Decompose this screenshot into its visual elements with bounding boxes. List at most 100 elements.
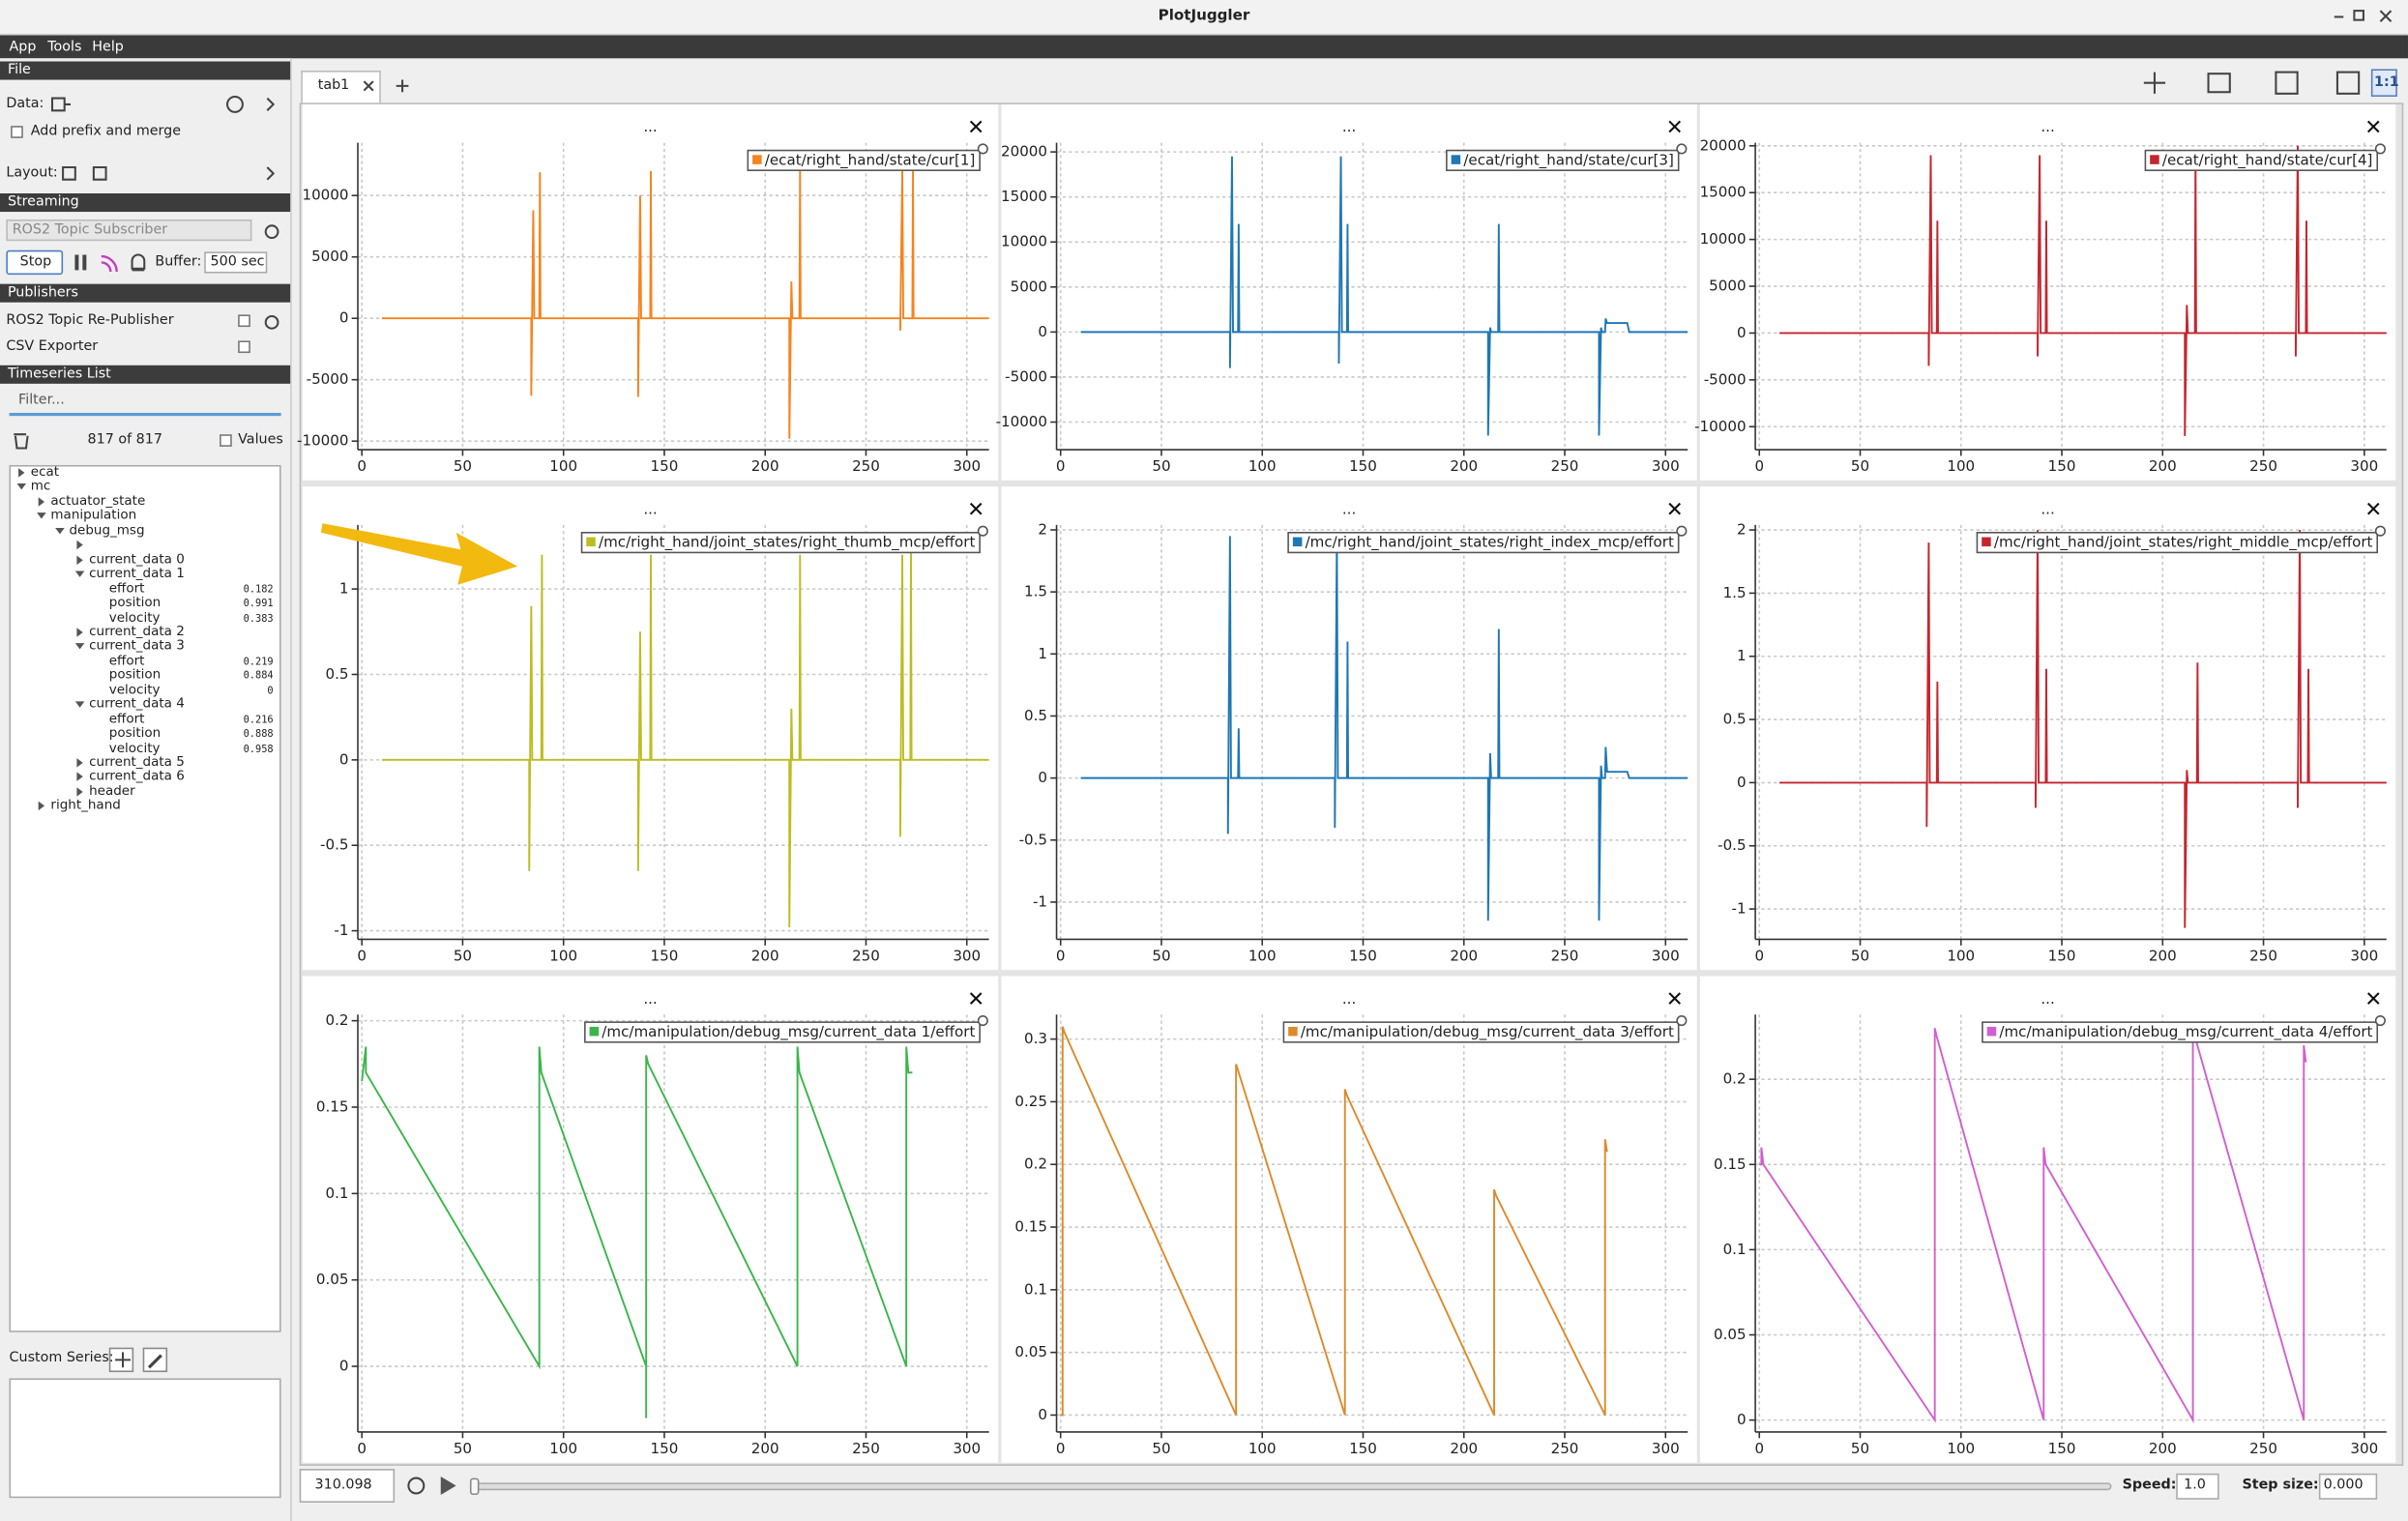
window-title: PlotJuggler [1158, 7, 1250, 25]
tree-item[interactable]: position [108, 667, 162, 684]
tree-item[interactable]: velocity [108, 682, 161, 698]
tree-expander[interactable] [16, 483, 26, 491]
stop-button[interactable] [6, 249, 64, 276]
label: Buffer: [155, 254, 202, 271]
publisher: CSV Exporter [6, 338, 99, 355]
button-label[interactable]: Stop [19, 254, 52, 271]
checkbox[interactable] [238, 340, 250, 354]
tree-value: 0.991 [243, 597, 274, 610]
tree-expander[interactable] [76, 787, 83, 797]
section-title: Timeseries List [7, 366, 111, 383]
checkbox[interactable] [11, 126, 23, 138]
plot-area [299, 102, 2404, 1466]
tree-item[interactable]: effort [108, 711, 145, 727]
tree-item[interactable]: current_data 3 [89, 638, 185, 655]
tree-item[interactable]: current_data 5 [89, 754, 185, 771]
filter-input[interactable]: Filter... [18, 393, 65, 409]
tree-item[interactable]: position [108, 595, 162, 611]
label: Speed: [2122, 1477, 2177, 1494]
checkbox[interactable] [238, 314, 250, 328]
slider-handle[interactable] [469, 1477, 480, 1496]
tree-expander[interactable] [76, 628, 83, 637]
tree-item[interactable]: mc [30, 479, 51, 495]
menu-item[interactable]: Tools [47, 40, 82, 56]
tree-expander[interactable] [76, 540, 83, 550]
tree-expander[interactable] [74, 643, 85, 651]
tree-item[interactable]: right_hand [50, 798, 121, 814]
filter-underline [9, 412, 281, 417]
tree-item[interactable]: current_data 1 [89, 566, 185, 582]
tree-item[interactable]: current_data 0 [89, 551, 185, 568]
menu-item[interactable]: Help [92, 40, 124, 56]
tree-item[interactable]: velocity [108, 609, 161, 626]
timeseries-tree[interactable] [9, 464, 281, 1332]
checkbox-label[interactable]: Add prefix and merge [30, 124, 182, 140]
legend-icon[interactable] [2207, 73, 2231, 94]
section-header [0, 61, 291, 80]
step-value[interactable]: 0.000 [2323, 1477, 2364, 1494]
tree-expander[interactable] [76, 758, 83, 768]
tree-item[interactable]: manipulation [50, 508, 137, 524]
label: Custom Series: [9, 1350, 114, 1366]
input-text[interactable]: 500 sec [210, 254, 265, 271]
label: Step size: [2242, 1477, 2319, 1494]
tree-value: 0.182 [243, 582, 274, 596]
time-slider[interactable] [474, 1482, 2112, 1491]
move-icon[interactable] [2143, 72, 2166, 94]
play-icon[interactable] [440, 1476, 456, 1496]
tree-item[interactable]: velocity [108, 740, 161, 756]
label: Data: [6, 96, 44, 112]
tree-item[interactable]: debug_msg [69, 522, 145, 539]
tree-item[interactable]: current_data 2 [89, 624, 185, 640]
checkbox-label[interactable]: Values [238, 432, 283, 449]
tree-expander[interactable] [74, 570, 85, 578]
tree-item[interactable]: header [89, 783, 135, 800]
tree-expander[interactable] [76, 555, 83, 565]
tree-expander[interactable] [74, 701, 85, 709]
section-title: Streaming [7, 194, 79, 211]
toolbar-button-label[interactable]: 1:1 [2374, 74, 2399, 91]
tree-item[interactable]: position [108, 725, 162, 742]
source-combobox[interactable] [6, 219, 252, 242]
tree-item[interactable]: actuator_state [50, 493, 146, 510]
tree-item[interactable]: current_data 6 [89, 769, 185, 785]
buffer-input[interactable] [204, 251, 268, 274]
tree-item[interactable]: current_data 4 [89, 696, 185, 713]
time-icon[interactable] [2335, 71, 2361, 95]
tree-value: 0 [267, 684, 274, 697]
section-title: Publishers [7, 285, 79, 302]
menu-item[interactable]: App [9, 40, 37, 56]
time-value[interactable]: 310.098 [314, 1477, 372, 1494]
tree-item[interactable]: ecat [30, 464, 60, 481]
tree-value: 0.219 [243, 655, 274, 668]
tree-expander[interactable] [37, 512, 46, 520]
tree-expander[interactable] [18, 468, 25, 478]
tree-expander[interactable] [55, 527, 65, 535]
section-title: File [7, 63, 31, 78]
tree-value: 0.383 [243, 611, 274, 625]
tree-item[interactable]: effort [108, 653, 145, 669]
edit-button[interactable] [142, 1347, 168, 1373]
tree-value: 0.216 [243, 713, 274, 726]
title-bar [0, 0, 2408, 36]
tree-expander[interactable] [76, 773, 83, 782]
tree-item[interactable]: effort [108, 580, 145, 597]
speed-value[interactable]: 1.0 [2184, 1477, 2206, 1494]
label: Layout: [6, 165, 58, 182]
step-input[interactable] [2318, 1473, 2378, 1500]
speed-input[interactable] [2176, 1473, 2219, 1500]
add-tab-icon[interactable] [396, 79, 409, 93]
custom-series-list[interactable] [9, 1378, 281, 1499]
tree-expander[interactable] [38, 802, 45, 811]
section-header [0, 365, 291, 384]
tree-expander[interactable] [38, 497, 45, 507]
time-input[interactable] [299, 1469, 396, 1503]
series-count: 817 of 817 [87, 432, 162, 449]
grid-icon[interactable] [2275, 71, 2299, 95]
loop-icon[interactable] [407, 1477, 426, 1495]
publisher: ROS2 Topic Re-Publisher [6, 312, 174, 329]
checkbox[interactable] [220, 434, 232, 447]
tab-label[interactable]: tab1 [317, 77, 350, 94]
toolbar-button[interactable] [2370, 69, 2397, 97]
tree-value: 0.884 [243, 669, 274, 683]
